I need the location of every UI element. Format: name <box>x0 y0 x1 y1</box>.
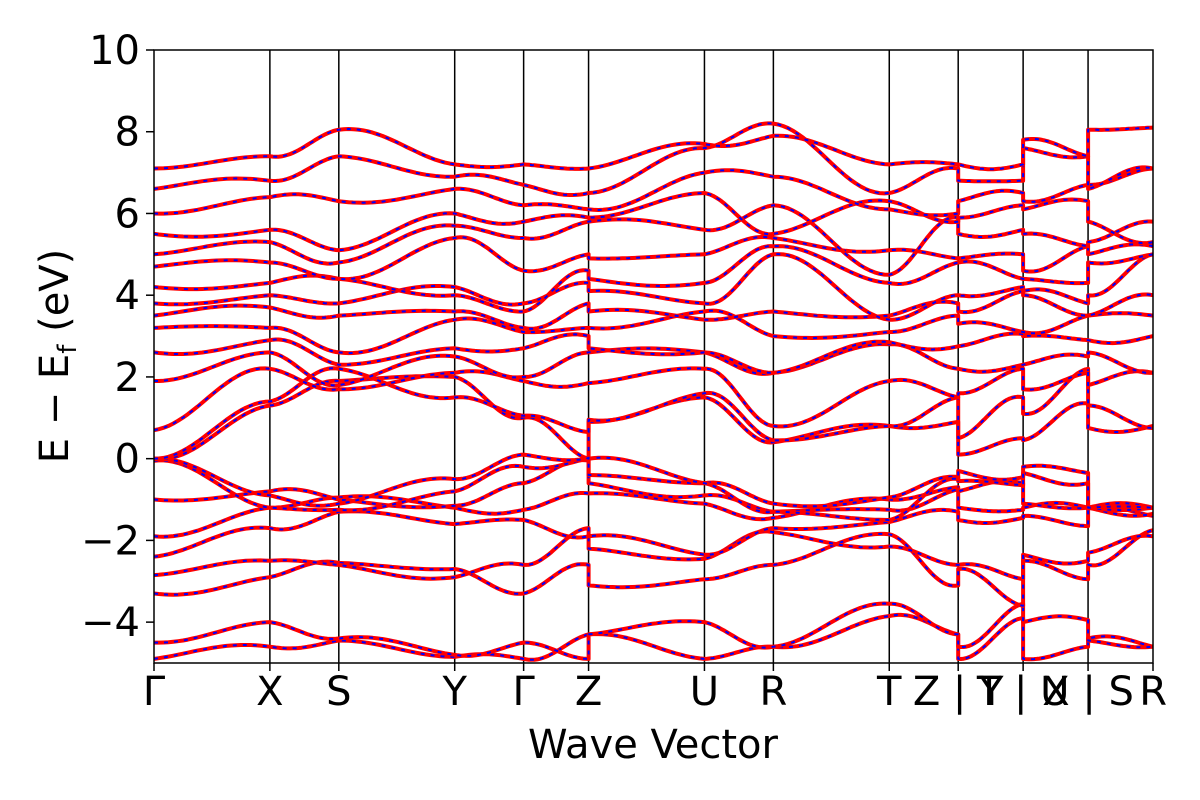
x-tick-label: R <box>759 669 787 715</box>
band-line-blue <box>154 309 1153 355</box>
band-line-blue <box>154 332 1153 374</box>
band-line-blue <box>154 375 1153 461</box>
y-tick-label: 8 <box>115 110 140 156</box>
y-axis-title-main: E − E <box>32 354 78 464</box>
x-tick-label: Γ <box>143 669 166 715</box>
band-line-blue <box>154 602 1153 660</box>
y-axis-title: E − Ef (eV) <box>32 249 83 464</box>
band-line-blue <box>154 192 1153 252</box>
band-line-red <box>154 166 1153 218</box>
band-line-blue <box>154 367 1153 460</box>
x-tick-label: U <box>690 669 719 715</box>
band-line-blue <box>154 505 1153 558</box>
x-tick-label: T | U <box>976 669 1070 715</box>
band-line-blue <box>154 613 1153 661</box>
y-tick-label: 2 <box>115 355 140 401</box>
x-tick-label: X <box>256 669 283 715</box>
x-tick-label: T <box>876 669 902 715</box>
x-tick-label: X | S <box>1042 669 1134 715</box>
band-line-blue <box>154 204 1153 276</box>
x-axis-title: Wave Vector <box>528 722 779 768</box>
band-line-blue <box>154 290 1153 330</box>
x-tick-label: Γ <box>512 669 535 715</box>
band-line-blue <box>154 367 1153 432</box>
x-tick-label: Z | Y <box>913 669 1004 715</box>
band-line-blue <box>154 253 1153 321</box>
y-tick-label: −4 <box>81 600 140 646</box>
band-line-red <box>154 526 1153 582</box>
x-tick-label: R <box>1139 669 1167 715</box>
x-tick-label: Y <box>441 669 467 715</box>
band-line-blue <box>154 486 1153 538</box>
bands-layer <box>154 121 1153 662</box>
band-line-blue <box>154 453 1153 521</box>
x-tick-label: Z <box>575 669 602 715</box>
band-line-blue <box>154 126 1153 171</box>
band-line-blue <box>154 529 1153 607</box>
y-tick-label: 4 <box>115 273 140 319</box>
x-tick-label: S <box>326 669 351 715</box>
plot-frame <box>153 49 1154 664</box>
band-line-red <box>154 458 1153 514</box>
y-tick-label: 6 <box>115 191 140 237</box>
y-axis-title-unit: (eV) <box>32 249 78 345</box>
y-axis-title-subscript: f <box>53 344 83 354</box>
y-tick-label: −2 <box>81 518 140 564</box>
y-tick-label: 10 <box>89 28 140 74</box>
y-tick-label: 0 <box>115 437 140 483</box>
y-axis-ticks: −4 −2 0 2 4 6 8 10 <box>81 28 154 646</box>
band-line-red <box>154 235 1153 282</box>
band-line-blue <box>154 343 1153 387</box>
